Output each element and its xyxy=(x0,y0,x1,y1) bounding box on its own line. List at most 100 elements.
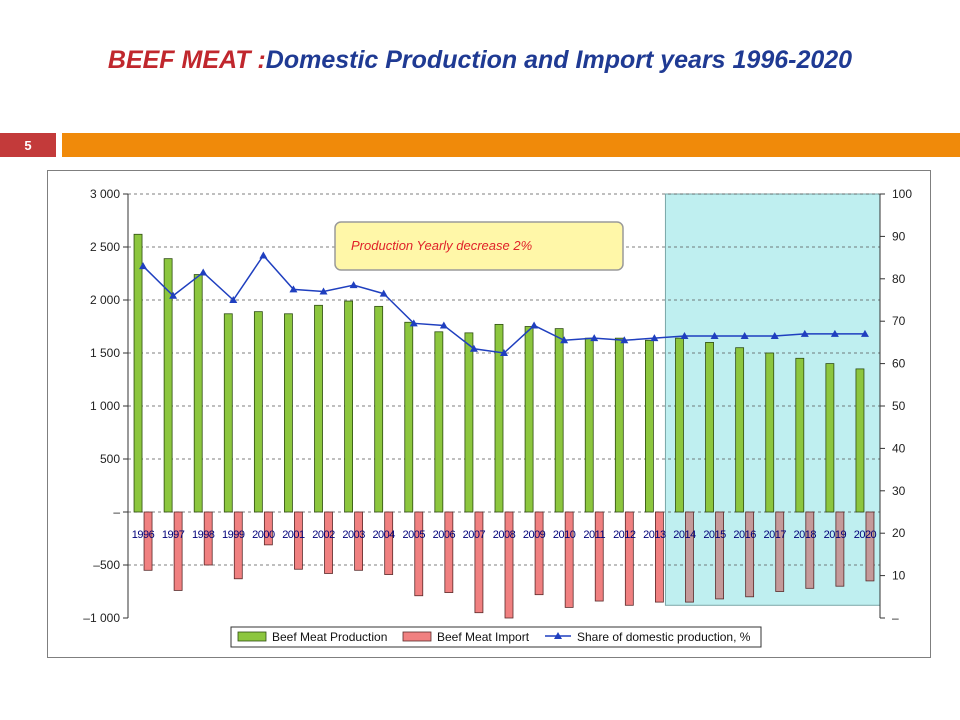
right-axis-tick-label: 100 xyxy=(892,187,912,201)
x-axis-tick-label: 2014 xyxy=(673,529,696,541)
share-point xyxy=(530,321,539,329)
x-axis-tick-label: 2018 xyxy=(794,529,817,541)
left-axis-tick-label: –1 000 xyxy=(83,611,120,625)
share-point xyxy=(259,251,268,259)
share-point xyxy=(439,321,448,329)
share-point xyxy=(830,329,839,337)
share-point xyxy=(860,329,869,337)
x-axis-tick-label: 2000 xyxy=(252,529,275,541)
share-point xyxy=(409,319,418,327)
import-bar xyxy=(745,511,755,598)
production-bar xyxy=(735,347,745,513)
production-bar xyxy=(374,305,384,513)
share-point xyxy=(379,289,388,297)
import-bar xyxy=(775,511,785,592)
share-point xyxy=(469,344,478,352)
import-bar xyxy=(143,511,153,571)
production-bar xyxy=(253,311,263,513)
production-bar xyxy=(855,368,865,513)
production-bar xyxy=(434,331,444,513)
production-bar xyxy=(404,321,414,513)
x-axis-tick-label: 2004 xyxy=(372,529,395,541)
production-bar xyxy=(614,337,624,513)
left-axis-tick-label: 1 000 xyxy=(90,399,120,413)
import-bar xyxy=(805,511,815,589)
right-axis-tick-label: 20 xyxy=(892,526,906,540)
import-bar xyxy=(173,511,183,591)
share-point xyxy=(590,334,599,342)
import-bar xyxy=(504,511,514,619)
share-point xyxy=(500,349,508,356)
legend-label: Beef Meat Production xyxy=(272,630,387,644)
share-point xyxy=(650,334,659,342)
production-bar xyxy=(765,352,775,513)
chart-frame: 3 000 2 500 2 000 1 500 1 000 500 – –500 –1 000 1… xyxy=(47,170,931,658)
right-axis-tick-label: 70 xyxy=(892,314,906,328)
production-bar xyxy=(645,339,654,513)
x-axis-tick-label: 2019 xyxy=(824,529,847,541)
x-axis-tick-label: 2005 xyxy=(403,529,426,541)
x-axis-tick-label: 2013 xyxy=(643,529,666,541)
right-axis-tick-label: 50 xyxy=(892,399,906,413)
import-bar xyxy=(594,511,604,602)
left-axis-tick-label: 2 000 xyxy=(90,293,120,307)
share-point xyxy=(770,332,779,340)
production-bar xyxy=(584,337,594,513)
x-axis-tick-label: 2003 xyxy=(342,529,365,541)
annotation-box xyxy=(334,221,624,271)
import-bar xyxy=(233,511,243,580)
slide-number: 5 xyxy=(0,133,56,157)
production-bar xyxy=(705,341,714,513)
production-bar xyxy=(314,304,323,513)
share-point xyxy=(289,285,298,293)
title-part-red: BEEF MEAT : xyxy=(107,46,266,74)
import-bar xyxy=(715,511,724,600)
left-axis-tick-label: 2 500 xyxy=(90,240,120,254)
x-axis-tick-label: 2007 xyxy=(463,529,486,541)
share-point xyxy=(139,262,148,270)
accent-bar xyxy=(62,133,960,157)
production-bar xyxy=(825,363,835,513)
share-point xyxy=(319,287,328,295)
import-bar xyxy=(655,511,664,603)
import-bar xyxy=(685,511,694,603)
x-axis-tick-label: 2006 xyxy=(433,529,456,541)
import-bar xyxy=(624,511,634,606)
import-bar xyxy=(414,511,424,597)
slide-title: BEEF MEAT :Domestic Production and Impor… xyxy=(0,46,960,75)
production-bar xyxy=(193,274,203,513)
production-bar xyxy=(494,323,504,513)
import-bar xyxy=(444,511,454,593)
production-bar xyxy=(554,328,564,513)
right-axis-tick-label: – xyxy=(892,611,899,625)
x-axis-tick-label: 2008 xyxy=(493,529,516,541)
right-axis-tick-label: 90 xyxy=(892,229,906,243)
import-bar xyxy=(474,511,484,614)
left-axis-tick-label: 1 500 xyxy=(90,346,120,360)
share-point xyxy=(349,281,358,289)
share-point xyxy=(199,268,208,276)
x-axis-tick-label: 2010 xyxy=(553,529,576,541)
share-point xyxy=(740,332,749,340)
production-bar xyxy=(464,332,474,513)
x-axis-tick-label: 2011 xyxy=(583,529,605,541)
import-bar xyxy=(384,511,394,575)
production-bar xyxy=(133,233,143,513)
combo-chart: 3 000 2 500 2 000 1 500 1 000 500 – –500 –1 000 1… xyxy=(83,187,912,648)
share-point xyxy=(680,332,689,340)
x-axis-tick-label: 2001 xyxy=(282,529,305,541)
x-axis-tick-label: 1997 xyxy=(162,529,185,541)
annotation-text: Production Yearly decrease 2% xyxy=(351,238,532,253)
left-axis-tick-label: – xyxy=(113,505,120,519)
x-axis-tick-label: 2017 xyxy=(763,529,786,541)
legend-swatch xyxy=(402,631,432,642)
legend-label: Beef Meat Import xyxy=(437,630,530,644)
left-axis-tick-label: 500 xyxy=(100,452,120,466)
left-axis-tick-label: –500 xyxy=(93,558,120,572)
production-bar xyxy=(223,313,233,513)
x-axis-tick-label: 2009 xyxy=(523,529,546,541)
import-bar xyxy=(263,511,273,546)
legend-box xyxy=(230,626,762,648)
legend-label: Share of domestic production, % xyxy=(577,630,751,644)
right-axis-tick-label: 40 xyxy=(892,441,906,455)
